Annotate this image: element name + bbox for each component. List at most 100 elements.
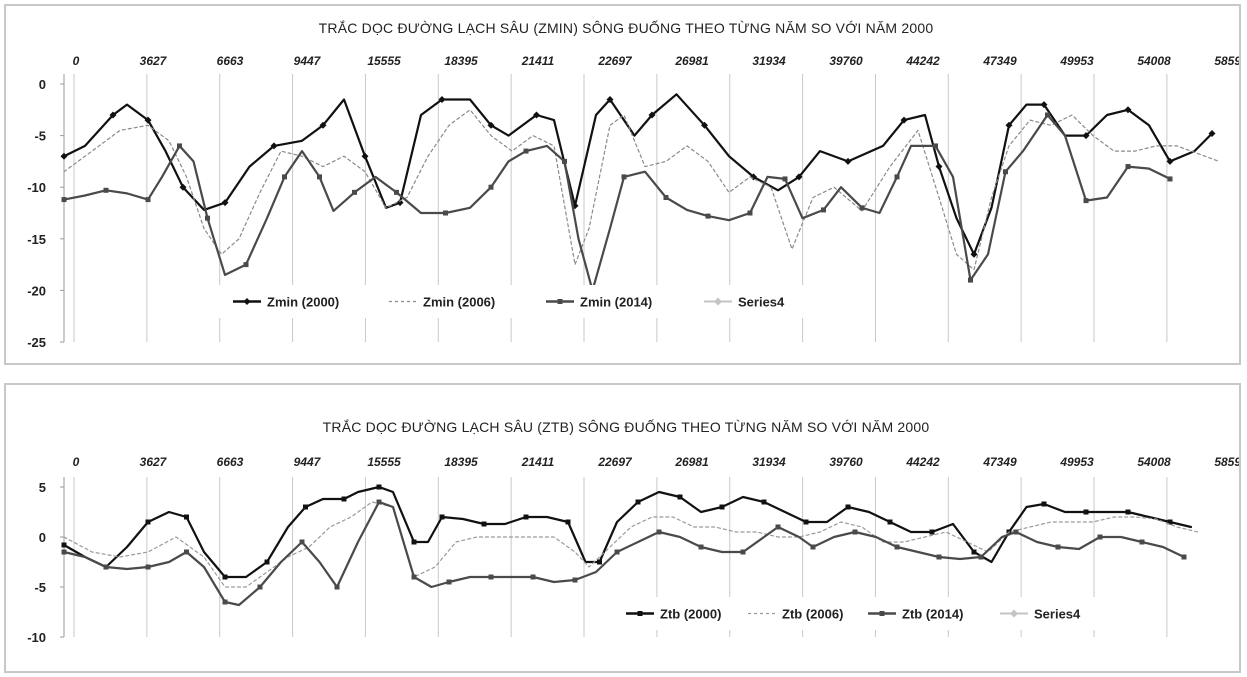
data-point	[60, 152, 68, 160]
x-tick-label: 0	[73, 54, 80, 68]
data-point	[221, 199, 229, 207]
x-tick-label: 49953	[1059, 54, 1094, 68]
chart-zmin: TRẮC DỌC ĐƯỜNG LẠCH SÂU (ZMIN) SÔNG ĐUỐN…	[4, 4, 1241, 365]
data-point	[61, 542, 67, 548]
data-point	[376, 484, 382, 490]
data-point	[562, 158, 567, 164]
data-point	[936, 554, 942, 560]
legend-label: Ztb (2006)	[782, 607, 843, 622]
data-point	[1041, 501, 1047, 507]
data-point	[352, 189, 357, 195]
data-point	[438, 95, 446, 103]
series-line	[62, 93, 1214, 256]
data-point	[443, 210, 448, 216]
data-point	[1125, 164, 1131, 170]
chart-zmin-title: TRẮC DỌC ĐƯỜNG LẠCH SÂU (ZMIN) SÔNG ĐUỐN…	[319, 19, 934, 36]
x-tick-label: 9447	[294, 455, 322, 469]
series-line	[62, 500, 1186, 607]
x-tick-label: 15555	[367, 455, 401, 469]
data-point	[270, 142, 278, 150]
data-point	[606, 95, 614, 103]
legend-marker	[714, 297, 722, 306]
data-point	[978, 554, 984, 560]
x-tick-label: 47349	[982, 54, 1017, 68]
data-point	[1045, 112, 1050, 118]
data-point	[145, 564, 151, 570]
data-point	[844, 157, 852, 165]
data-point	[656, 529, 662, 535]
data-point	[184, 549, 189, 555]
x-tick-label: 31934	[752, 54, 786, 68]
data-point	[635, 499, 641, 505]
data-point	[750, 173, 757, 181]
data-point	[179, 183, 187, 191]
x-tick-label: 15555	[367, 54, 401, 68]
data-point	[810, 544, 816, 550]
data-point	[411, 539, 417, 545]
data-point	[144, 116, 152, 124]
legend-marker	[879, 611, 885, 616]
series-line	[63, 109, 1220, 271]
y-tick-label: 0	[39, 530, 46, 545]
series-0	[61, 484, 1193, 580]
x-tick-label: 0	[73, 455, 80, 469]
x-tick-label: 22697	[597, 54, 633, 68]
x-tick-label: 3627	[140, 54, 168, 68]
data-point	[621, 174, 627, 180]
x-tick-label: 9447	[294, 54, 322, 68]
x-tick-label: 58597	[1214, 455, 1239, 469]
y-tick-label: -5	[34, 129, 46, 144]
data-point	[109, 111, 117, 119]
data-point	[1013, 529, 1019, 535]
data-point	[935, 163, 943, 171]
chart-ztb-title: TRẮC DỌC ĐƯỜNG LẠCH SÂU (ZTB) SÔNG ĐUỐNG…	[323, 418, 930, 435]
data-point	[1124, 106, 1132, 114]
data-point	[1003, 169, 1008, 175]
data-point	[396, 199, 404, 207]
data-point	[1125, 509, 1131, 515]
legend-background	[213, 285, 853, 318]
legend-label: Series4	[1034, 607, 1081, 622]
data-point	[740, 549, 746, 555]
data-point	[103, 187, 109, 193]
data-point	[533, 111, 540, 119]
data-point	[361, 152, 369, 160]
chart-zmin-svg: TRẮC DỌC ĐƯỜNG LẠCH SÂU (ZMIN) SÔNG ĐUỐN…	[27, 19, 1239, 350]
data-point	[222, 574, 228, 580]
data-point	[1055, 544, 1061, 550]
x-tick-label: 6663	[217, 455, 244, 469]
y-tick-label: -10	[27, 630, 46, 645]
data-point	[894, 174, 900, 180]
legend-background	[608, 597, 1123, 630]
chart-ztb-svg: TRẮC DỌC ĐƯỜNG LẠCH SÂU (ZTB) SÔNG ĐUỐNG…	[27, 418, 1239, 645]
data-point	[487, 121, 495, 129]
data-point	[334, 584, 340, 590]
data-point	[299, 539, 305, 545]
data-point	[1040, 101, 1048, 109]
data-point	[859, 205, 865, 211]
data-point	[572, 577, 578, 583]
data-point	[103, 564, 109, 570]
legend-label: Series4	[738, 295, 785, 310]
legend-marker	[243, 298, 251, 305]
x-tick-label: 49953	[1059, 455, 1094, 469]
y-tick-label: -20	[27, 283, 46, 298]
data-point	[782, 176, 788, 182]
data-point	[852, 529, 858, 535]
x-tick-label: 47349	[982, 455, 1017, 469]
data-point	[565, 519, 571, 525]
data-point	[488, 574, 494, 580]
legend-label: Zmin (2006)	[423, 295, 495, 310]
data-point	[145, 197, 151, 203]
data-point	[446, 579, 452, 585]
data-point	[61, 197, 67, 203]
chart-ztb: TRẮC DỌC ĐƯỜNG LẠCH SÂU (ZTB) SÔNG ĐUỐNG…	[4, 383, 1241, 673]
data-point	[177, 143, 182, 149]
data-point	[1005, 121, 1013, 129]
x-tick-label: 31934	[752, 455, 786, 469]
series-0	[60, 93, 1216, 258]
data-point	[264, 559, 270, 565]
data-point	[970, 250, 978, 258]
legend-label: Zmin (2014)	[580, 295, 652, 310]
data-point	[1097, 534, 1103, 540]
